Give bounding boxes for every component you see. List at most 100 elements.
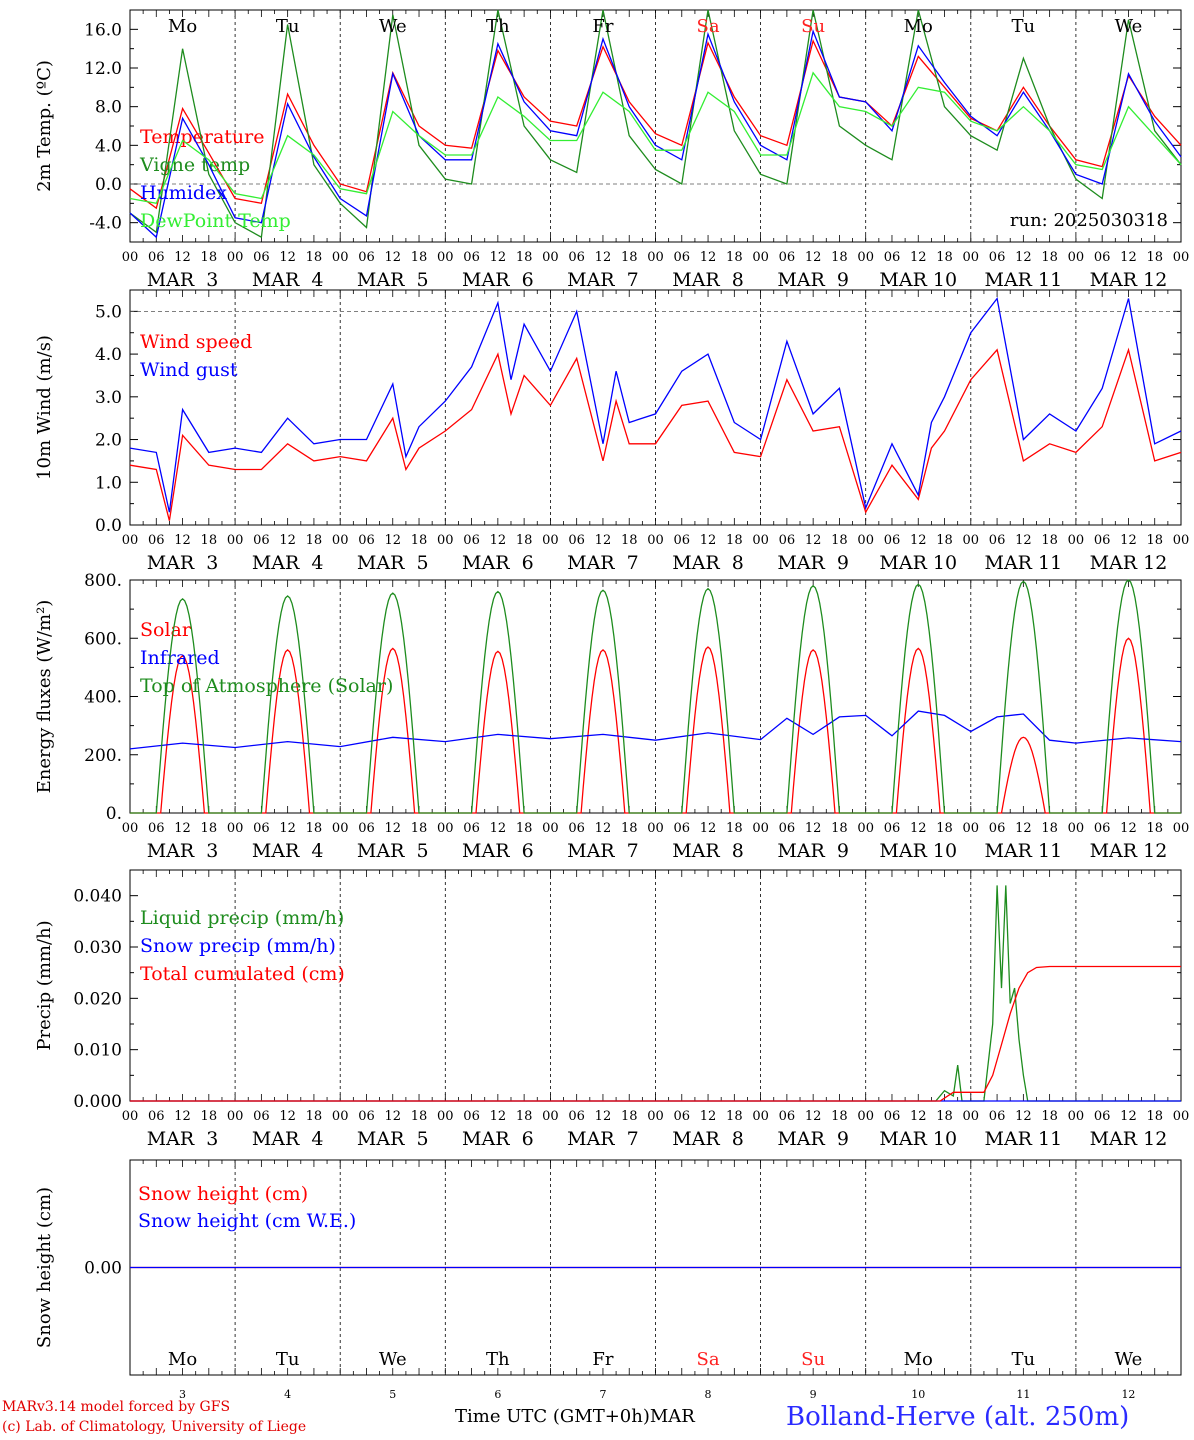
hour-tick-label: 18 bbox=[936, 821, 953, 836]
hour-tick-label: 18 bbox=[936, 1109, 953, 1124]
hour-tick-label: 00 bbox=[1173, 1109, 1190, 1124]
date-label: MAR 4 bbox=[252, 552, 324, 574]
hour-tick-label: 18 bbox=[411, 821, 428, 836]
weekday-label: Fr bbox=[592, 1349, 613, 1370]
hour-tick-label: 00 bbox=[857, 1109, 874, 1124]
hour-tick-label: 00 bbox=[332, 1109, 349, 1124]
series-line bbox=[130, 965, 1181, 1102]
hour-tick-label: 06 bbox=[1094, 821, 1111, 836]
hour-tick-label: 00 bbox=[963, 533, 980, 548]
date-label: MAR 11 bbox=[984, 269, 1062, 291]
hour-tick-label: 06 bbox=[148, 250, 165, 265]
hour-tick-label: 06 bbox=[779, 533, 796, 548]
date-label: MAR 6 bbox=[462, 552, 534, 574]
hour-tick-label: 18 bbox=[201, 1109, 218, 1124]
date-label: MAR 3 bbox=[147, 269, 219, 291]
weekday-label: We bbox=[1115, 1349, 1143, 1370]
weekday-label: Th bbox=[486, 1349, 510, 1370]
hour-tick-label: 12 bbox=[805, 533, 822, 548]
hour-tick-label: 06 bbox=[568, 821, 585, 836]
y-tick-label: 200. bbox=[84, 746, 122, 766]
hour-tick-label: 12 bbox=[1015, 533, 1032, 548]
y-tick-label: 0. bbox=[106, 804, 122, 824]
hour-tick-label: 12 bbox=[910, 821, 927, 836]
hour-tick-label: 00 bbox=[752, 250, 769, 265]
weekday-label: Su bbox=[801, 1349, 825, 1370]
y-tick-label: 16.0 bbox=[84, 20, 122, 40]
hour-tick-label: 06 bbox=[253, 821, 270, 836]
hour-tick-label: 06 bbox=[989, 1109, 1006, 1124]
date-label: MAR 4 bbox=[252, 840, 324, 862]
legend-entry: Snow precip (mm/h) bbox=[140, 935, 336, 957]
weekday-label: Sa bbox=[697, 16, 720, 37]
hour-tick-label: 06 bbox=[884, 533, 901, 548]
hour-tick-label: 00 bbox=[1173, 250, 1190, 265]
hour-tick-label: 06 bbox=[674, 533, 691, 548]
hour-tick-label: 00 bbox=[963, 1109, 980, 1124]
date-number: 9 bbox=[810, 1388, 817, 1401]
legend-entry: Vigne temp bbox=[139, 154, 250, 176]
hour-tick-label: 18 bbox=[1041, 250, 1058, 265]
date-label: MAR 11 bbox=[984, 840, 1062, 862]
hour-tick-label: 18 bbox=[1041, 1109, 1058, 1124]
hour-tick-label: 06 bbox=[253, 533, 270, 548]
hour-tick-label: 18 bbox=[936, 250, 953, 265]
date-label: MAR 3 bbox=[147, 1128, 219, 1150]
hour-tick-label: 18 bbox=[411, 533, 428, 548]
series-line bbox=[129, 9, 1182, 239]
hour-tick-label: 12 bbox=[595, 1109, 612, 1124]
hour-tick-label: 06 bbox=[884, 250, 901, 265]
date-label: MAR 7 bbox=[567, 840, 639, 862]
hour-tick-label: 18 bbox=[831, 250, 848, 265]
hour-tick-label: 12 bbox=[174, 250, 191, 265]
hour-tick-label: 00 bbox=[332, 533, 349, 548]
date-label: MAR 5 bbox=[357, 269, 429, 291]
hour-tick-label: 12 bbox=[490, 821, 507, 836]
hour-tick-label: 12 bbox=[279, 533, 296, 548]
hour-tick-label: 18 bbox=[936, 533, 953, 548]
date-label: MAR 4 bbox=[252, 269, 324, 291]
date-label: MAR 12 bbox=[1090, 840, 1168, 862]
hour-tick-label: 18 bbox=[411, 1109, 428, 1124]
hour-tick-label: 12 bbox=[1120, 1109, 1137, 1124]
y-tick-label: 5.0 bbox=[95, 302, 122, 322]
date-label: MAR 12 bbox=[1090, 552, 1168, 574]
date-label: MAR 7 bbox=[567, 552, 639, 574]
hour-tick-label: 12 bbox=[279, 250, 296, 265]
hour-tick-label: 12 bbox=[805, 821, 822, 836]
hour-tick-label: 18 bbox=[621, 250, 638, 265]
hour-tick-label: 00 bbox=[857, 821, 874, 836]
hour-tick-label: 12 bbox=[1120, 250, 1137, 265]
date-label: MAR 6 bbox=[462, 1128, 534, 1150]
date-label: MAR 10 bbox=[879, 552, 957, 574]
y-axis-label: Precip (mm/h) bbox=[34, 920, 55, 1050]
hour-tick-label: 12 bbox=[490, 250, 507, 265]
hour-tick-label: 00 bbox=[1068, 533, 1085, 548]
y-tick-label: 0.020 bbox=[73, 989, 122, 1009]
hour-tick-label: 06 bbox=[1094, 1109, 1111, 1124]
date-label: MAR 8 bbox=[672, 840, 744, 862]
y-tick-label: 1.0 bbox=[95, 473, 122, 493]
hour-tick-label: 00 bbox=[542, 1109, 559, 1124]
hour-tick-label: 12 bbox=[910, 250, 927, 265]
hour-tick-label: 00 bbox=[542, 533, 559, 548]
hour-tick-label: 06 bbox=[989, 821, 1006, 836]
date-number: 7 bbox=[599, 1388, 606, 1401]
hour-tick-label: 18 bbox=[831, 821, 848, 836]
hour-tick-label: 00 bbox=[227, 821, 244, 836]
hour-tick-label: 18 bbox=[201, 250, 218, 265]
hour-tick-label: 12 bbox=[910, 1109, 927, 1124]
date-number: 3 bbox=[179, 1388, 186, 1401]
hour-tick-label: 00 bbox=[542, 250, 559, 265]
y-axis-label: 10m Wind (m/s) bbox=[34, 335, 55, 480]
hour-tick-label: 06 bbox=[884, 1109, 901, 1124]
date-label: MAR 8 bbox=[672, 552, 744, 574]
date-label: MAR 3 bbox=[147, 840, 219, 862]
series-line bbox=[130, 885, 1181, 1102]
date-number: 4 bbox=[284, 1388, 291, 1401]
hour-tick-label: 00 bbox=[122, 533, 139, 548]
credit-model: MARv3.14 model forced by GFS bbox=[2, 1399, 231, 1415]
hour-tick-label: 00 bbox=[752, 1109, 769, 1124]
date-label: MAR 3 bbox=[147, 552, 219, 574]
hour-tick-label: 06 bbox=[358, 1109, 375, 1124]
